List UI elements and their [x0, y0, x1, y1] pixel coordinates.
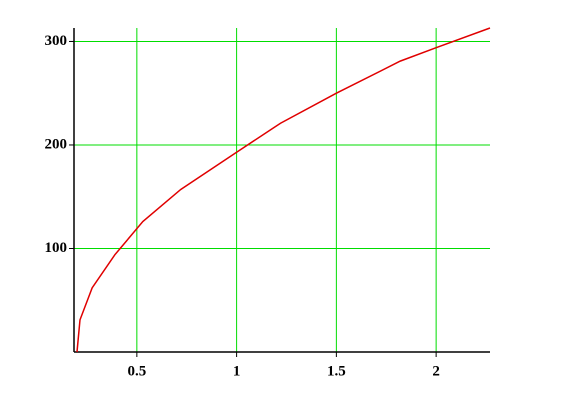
x-tick-label: 1.5 [327, 363, 346, 379]
y-tick-label: 100 [45, 240, 68, 256]
y-tick-label: 300 [45, 33, 68, 49]
data-line [76, 27, 491, 353]
x-tick-label: 0.5 [127, 363, 146, 379]
x-tick-label: 1 [233, 363, 241, 379]
x-tick-label: 2 [432, 363, 440, 379]
y-tick-label: 200 [45, 136, 68, 152]
